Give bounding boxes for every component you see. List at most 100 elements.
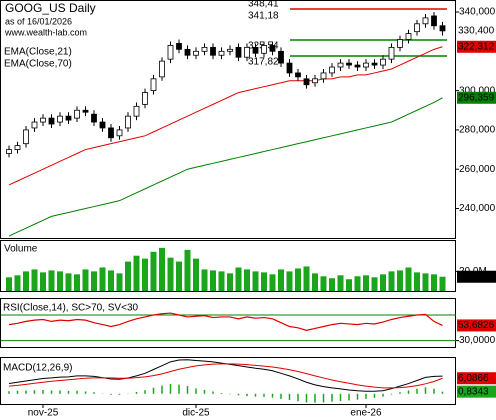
volume-bar <box>40 272 46 291</box>
panel-title: RSI(Close,14), SC>70, SV<30 <box>3 303 139 314</box>
candle-body <box>371 62 378 66</box>
y-tick-label: 240,000 <box>459 203 496 214</box>
legend-entry: EMA(Close,70) <box>4 59 72 70</box>
candle-body <box>108 127 114 139</box>
candle-body <box>244 46 250 58</box>
volume-bar <box>354 276 361 291</box>
candle-body <box>320 72 327 80</box>
candle-body <box>116 129 123 137</box>
candle-body <box>354 64 361 68</box>
level-label: 341,18 <box>248 11 279 22</box>
candle-body <box>31 121 38 129</box>
candle-body <box>397 39 403 48</box>
volume-bar <box>82 269 89 291</box>
volume-bar <box>286 271 293 291</box>
last-value-box <box>457 372 496 385</box>
last-value-label: 53,6826 <box>458 320 495 331</box>
candle-body <box>91 113 97 123</box>
last-value-label: 296,359 <box>458 92 495 103</box>
candle-body <box>133 105 140 117</box>
last-value-label: 0,8343 <box>458 386 489 397</box>
last-value-label: 330,400 <box>458 26 495 37</box>
volume-bar <box>133 255 140 291</box>
volume-bar <box>235 267 242 291</box>
candle-body <box>159 60 165 78</box>
candle-body <box>252 46 259 54</box>
candle-body <box>337 62 344 68</box>
candle-body <box>286 62 293 74</box>
volume-bar <box>31 269 38 291</box>
volume-bar <box>422 273 429 291</box>
volume-bar <box>303 266 310 291</box>
volume-bar <box>159 247 165 291</box>
panel-title: MACD(12,26,9) <box>3 363 72 374</box>
volume-bar <box>176 261 182 291</box>
last-value-label: 14,54M <box>458 271 491 282</box>
volume-bar <box>380 274 386 291</box>
candle-body <box>278 50 284 64</box>
candle-body <box>422 17 429 25</box>
candle-body <box>150 78 157 92</box>
volume-bar <box>346 279 352 291</box>
candle-body <box>312 78 318 84</box>
volume-bar <box>388 271 395 291</box>
site: www.wealth-lab.com <box>4 27 87 37</box>
candle-body <box>99 121 106 129</box>
last-value-label: 6,0866 <box>458 373 489 384</box>
candle-body <box>74 109 80 119</box>
panel-frames <box>0 0 456 405</box>
volume-bar <box>414 272 420 291</box>
candle-body <box>193 50 199 56</box>
candle-body <box>405 33 412 40</box>
candle-body <box>210 46 216 56</box>
candle-body <box>363 62 369 68</box>
chart-title: GOOG_US Daily <box>5 1 96 15</box>
volume-bar <box>320 276 327 291</box>
volume-bar <box>201 269 208 291</box>
volume-bar <box>363 275 369 291</box>
volume-bar <box>99 267 106 291</box>
candle-body <box>201 46 208 52</box>
volume-bar <box>65 273 72 291</box>
candle-body <box>6 149 12 154</box>
volume-bar <box>184 249 191 291</box>
volume-bar <box>218 271 225 291</box>
volume-bar <box>329 278 335 291</box>
volume-bar <box>167 257 174 291</box>
level-label: 317,82 <box>248 57 279 68</box>
last-value-box <box>457 91 496 104</box>
volume-bar <box>57 271 63 291</box>
candle-body <box>57 115 63 123</box>
rsi-frame <box>0 298 456 348</box>
volume-bar <box>252 271 259 291</box>
candle-body <box>227 48 233 52</box>
volume-bar <box>337 275 344 291</box>
volume-bar <box>6 277 12 291</box>
level-label: 348,41 <box>248 0 279 10</box>
volume-bar <box>48 270 55 291</box>
x-tick-label: nov-25 <box>28 408 59 419</box>
volume-bar <box>125 261 131 291</box>
panel-title: Volume <box>4 244 38 255</box>
candle-body <box>82 109 89 113</box>
candle-body <box>176 43 182 50</box>
volume-bar <box>278 269 284 291</box>
candle-body <box>167 45 174 60</box>
y-tick-label: 300,000 <box>459 85 496 96</box>
candle-body <box>184 48 191 56</box>
series-line <box>8 46 443 186</box>
legend-entry: EMA(Close,21) <box>4 47 72 58</box>
volume-bar <box>142 258 148 291</box>
volume-bar <box>371 277 378 291</box>
candle-body <box>380 58 386 66</box>
candle-body <box>142 92 148 105</box>
candle-body <box>303 78 310 86</box>
last-value-label: 322,312 <box>458 41 495 52</box>
volume-bar <box>261 272 267 291</box>
volume-bar <box>227 273 233 291</box>
candle-body <box>414 23 420 33</box>
volume-bar <box>108 270 114 291</box>
price-frame <box>0 0 456 239</box>
